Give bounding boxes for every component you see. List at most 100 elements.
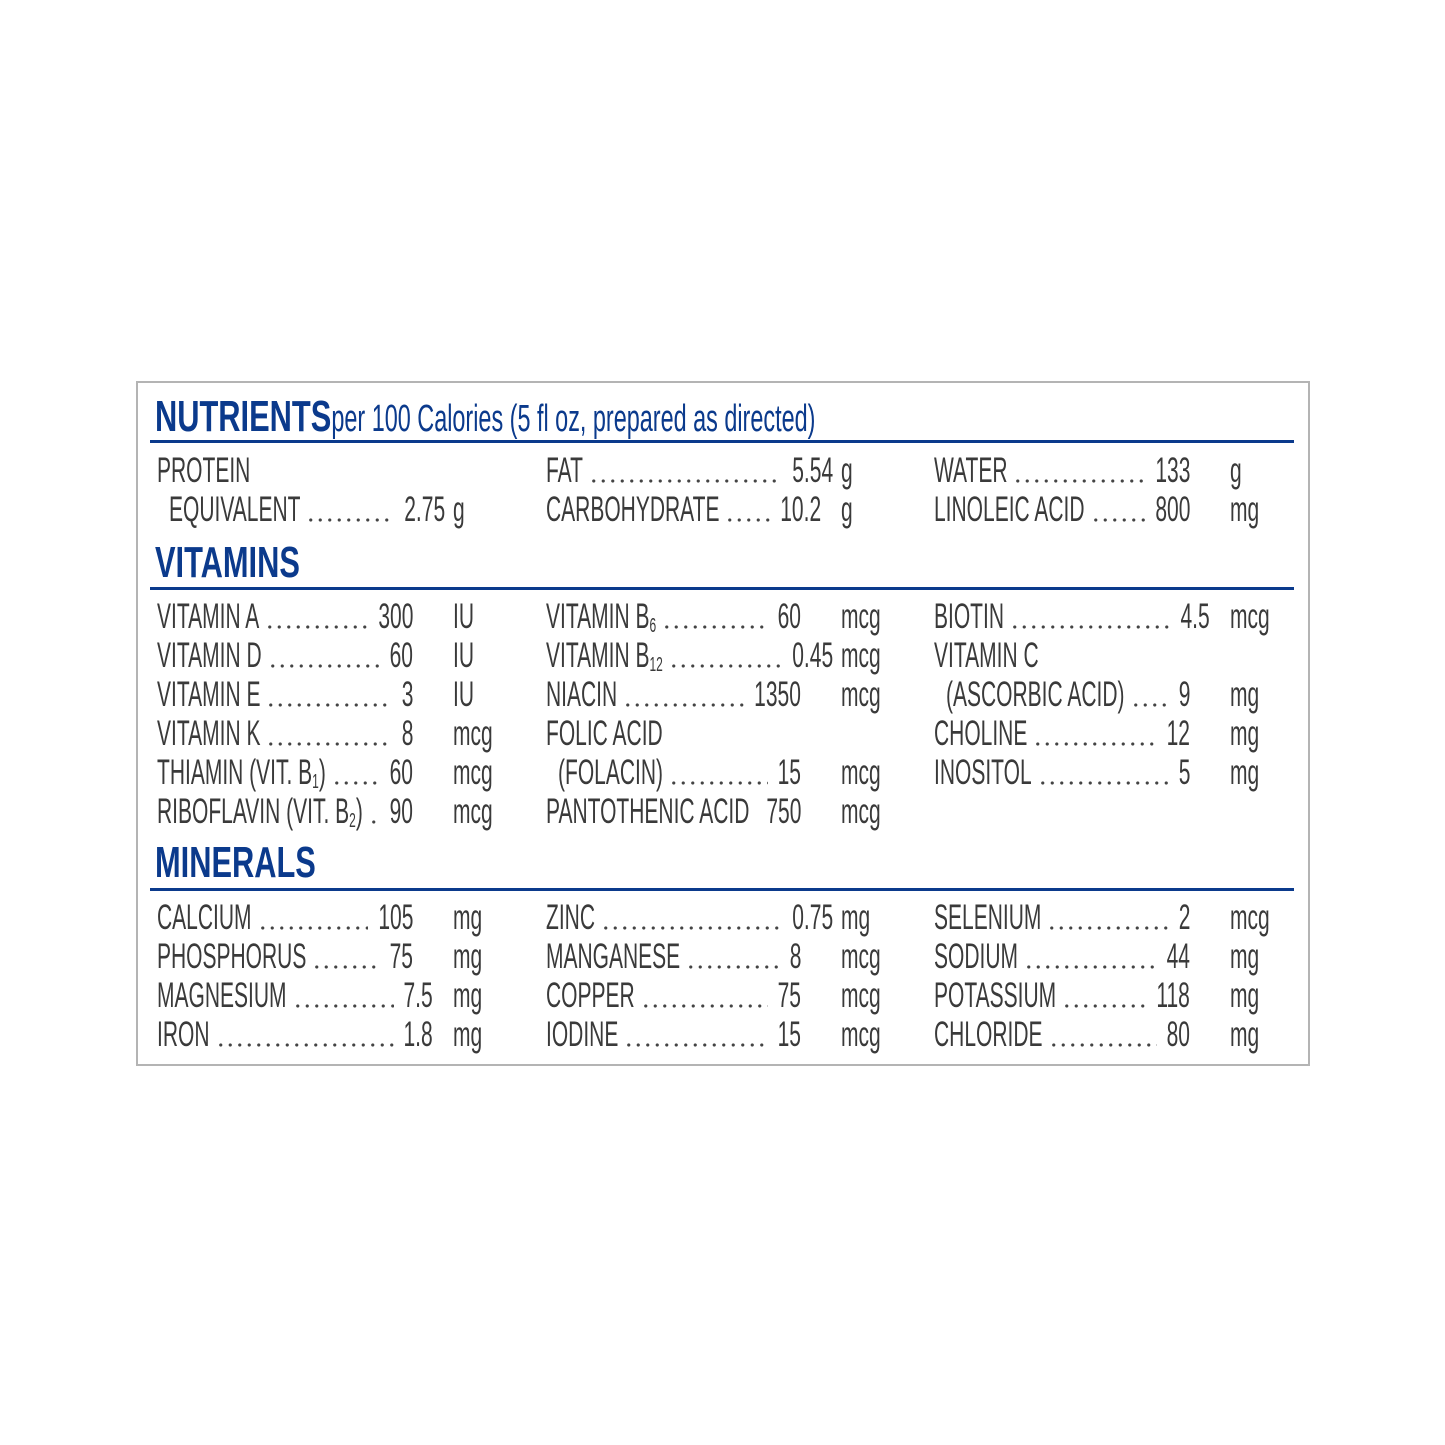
- nutrient-label: VITAMIN B12: [546, 636, 663, 675]
- nutrient-label: THIAMIN (VIT. B1): [157, 753, 326, 792]
- nutrient-value: 8: [401, 714, 413, 753]
- label-subscript: 1: [312, 771, 319, 793]
- nutrient-unit: mcg: [1230, 898, 1270, 937]
- nutrient-unit: g: [453, 490, 465, 529]
- nutrient-row: VITAMIN D 60 IU: [0, 636, 1445, 675]
- nutrient-unit: mcg: [841, 1015, 881, 1054]
- nutrient-label: CALCIUM: [157, 898, 252, 937]
- label-text: THIAMIN (VIT. B: [157, 753, 313, 792]
- label-text: PANTOTHENIC ACID: [546, 792, 750, 831]
- label-text: CHOLINE: [934, 714, 1028, 753]
- dot-leader: [686, 937, 780, 976]
- nutrient-value: 133: [1154, 451, 1190, 490]
- label-suffix: ): [355, 792, 363, 831]
- nutrient-row: WATER 133 g: [0, 451, 1445, 490]
- nutrient-value: 90: [389, 792, 413, 831]
- nutrient-unit: mcg: [841, 792, 881, 831]
- dot-leader: [624, 1015, 768, 1054]
- nutrient-row: EQUIVALENT 2.75 g: [0, 490, 1445, 529]
- nutrient-label: WATER: [934, 451, 1007, 490]
- nutrient-unit: mcg: [841, 636, 881, 675]
- nutrient-unit: mg: [453, 1015, 483, 1054]
- nutrient-unit: mcg: [841, 937, 881, 976]
- nutrient-label: FAT: [546, 451, 583, 490]
- dot-leader: [1033, 714, 1157, 753]
- label-text: (FOLACIN): [558, 753, 663, 792]
- nutrient-label: CARBOHYDRATE: [546, 490, 719, 529]
- nutrient-row: VITAMIN B6 60 mcg: [0, 597, 1445, 636]
- label-subscript: 12: [649, 654, 663, 676]
- section-divider: [150, 440, 1294, 443]
- dot-leader: [331, 753, 380, 792]
- dot-leader: [725, 490, 771, 529]
- nutrient-label: (FOLACIN): [558, 753, 663, 792]
- nutrient-value: 2.75: [404, 490, 445, 529]
- nutrient-value: 80: [1166, 1015, 1190, 1054]
- nutrient-label: VITAMIN D: [157, 636, 262, 675]
- nutrient-unit: IU: [453, 675, 474, 714]
- nutrient-label: POTASSIUM: [934, 976, 1056, 1015]
- label-text: LINOLEIC ACID: [934, 490, 1085, 529]
- dot-leader: [267, 636, 380, 675]
- nutrient-label: RIBOFLAVIN (VIT. B2): [157, 792, 363, 831]
- label-subscript: 6: [649, 615, 657, 637]
- label-text: NIACIN: [546, 675, 618, 714]
- dot-leader: [265, 597, 368, 636]
- nutrient-label: SODIUM: [934, 937, 1018, 976]
- nutrient-value: 12: [1166, 714, 1190, 753]
- nutrient-label: PROTEIN: [157, 451, 250, 490]
- nutrient-row: COPPER 75 mcg: [0, 976, 1445, 1015]
- dot-leader: [1024, 937, 1157, 976]
- nutrient-unit: mg: [1230, 753, 1260, 792]
- nutrient-label: EQUIVALENT: [169, 490, 300, 529]
- nutrient-row: CARBOHYDRATE 10.2 g: [0, 490, 1445, 529]
- dot-leader: [266, 675, 392, 714]
- nutrient-label: VITAMIN A: [157, 597, 259, 636]
- nutrient-unit: g: [841, 451, 853, 490]
- title-subtitle: per 100 Calories (5 fl oz, prepared as d…: [331, 398, 816, 440]
- nutrient-value: 1350: [754, 675, 801, 714]
- nutrient-row: CHLORIDE 80 mg: [0, 1015, 1445, 1054]
- section-divider: [150, 587, 1294, 590]
- dot-leader: [669, 753, 768, 792]
- label-text: VITAMIN B: [546, 597, 650, 636]
- label-suffix: ): [318, 753, 326, 792]
- section-heading-minerals: MINERALS: [155, 838, 316, 887]
- nutrient-unit: IU: [453, 636, 474, 675]
- nutrient-unit: mg: [1230, 1015, 1260, 1054]
- nutrient-unit: mcg: [453, 714, 493, 753]
- nutrient-unit: mg: [453, 898, 483, 937]
- nutrient-label: LINOLEIC ACID: [934, 490, 1085, 529]
- title-main: NUTRIENTS: [155, 392, 332, 441]
- nutrient-row: POTASSIUM 118 mg: [0, 976, 1445, 1015]
- nutrient-unit: mg: [1230, 675, 1260, 714]
- label-text: RIBOFLAVIN (VIT. B: [157, 792, 350, 831]
- nutrient-row: IODINE 15 mcg: [0, 1015, 1445, 1054]
- nutrient-label: MAGNESIUM: [157, 976, 287, 1015]
- nutrient-value: 15: [777, 753, 801, 792]
- nutrient-value: 60: [389, 636, 413, 675]
- nutrient-row: MAGNESIUM 7.5 mg: [0, 976, 1445, 1015]
- dot-leader: [600, 898, 783, 937]
- label-text: MAGNESIUM: [157, 976, 287, 1015]
- nutrient-label: VITAMIN K: [157, 714, 260, 753]
- label-text: VITAMIN D: [157, 636, 262, 675]
- nutrient-unit: g: [841, 490, 853, 529]
- label-text: SELENIUM: [934, 898, 1042, 937]
- dot-leader: [292, 976, 394, 1015]
- nutrient-value: 2: [1178, 898, 1190, 937]
- nutrient-label: FOLIC ACID: [546, 714, 663, 753]
- nutrient-row: FOLIC ACID: [0, 714, 1445, 753]
- nutrient-row: VITAMIN A 300 IU: [0, 597, 1445, 636]
- nutrient-label: INOSITOL: [934, 753, 1032, 792]
- dot-leader: [215, 1015, 394, 1054]
- label-text: EQUIVALENT: [169, 490, 301, 529]
- nutrient-unit: mcg: [453, 792, 493, 831]
- dot-leader: [1047, 898, 1169, 937]
- label-text: VITAMIN K: [157, 714, 261, 753]
- label-text: WATER: [934, 451, 1008, 490]
- nutrient-label: COPPER: [546, 976, 635, 1015]
- label-subscript: 2: [349, 810, 356, 832]
- nutrient-row: VITAMIN B12 0.45 mcg: [0, 636, 1445, 675]
- nutrient-unit: mcg: [1230, 597, 1270, 636]
